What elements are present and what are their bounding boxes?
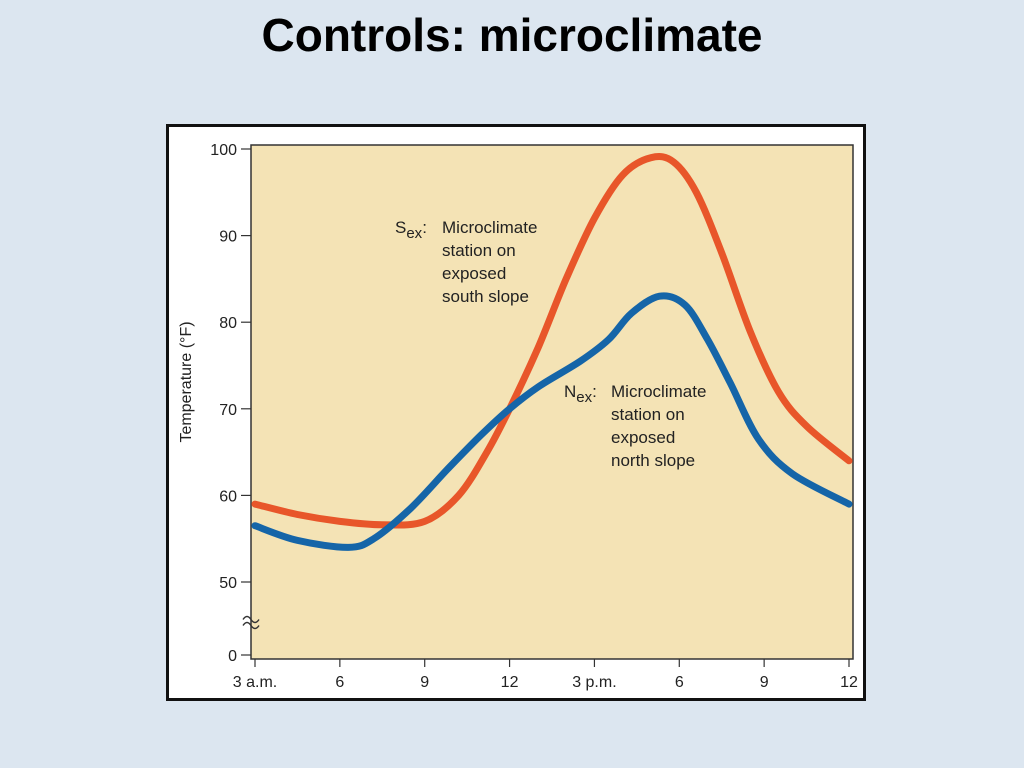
annotation-line: exposed	[442, 264, 506, 283]
annotation-symbol-main: N	[564, 382, 576, 401]
annotation-symbol-sep: :	[592, 382, 597, 401]
y-tick-label: 0	[228, 648, 237, 665]
axis-layer: 0 50 60 70 80 90 100 3 a.m. 6 9 12 3 p.m. 6 9 12	[210, 142, 858, 691]
annotation-layer: Sex: Microclimate station on exposed south s…	[395, 218, 706, 470]
x-tick-label: 6	[335, 674, 344, 691]
annotation-symbol-sub: ex	[406, 225, 422, 242]
y-axis-label: Temperature (°F)	[178, 321, 195, 442]
annotation-line: exposed	[611, 428, 675, 447]
figure-frame: 0 50 60 70 80 90 100 3 a.m. 6 9 12 3 p.m. 6 9 12 Sex: M…	[166, 124, 866, 701]
y-tick-label: 50	[219, 575, 237, 592]
x-tick-label: 3 a.m.	[233, 674, 277, 691]
annotation-symbol-main: S	[395, 218, 406, 237]
y-tick-label: 80	[219, 315, 237, 332]
plot-background	[250, 144, 854, 660]
annotation-sex: Sex: Microclimate station on exposed south s…	[395, 218, 537, 306]
y-tick-label: 60	[219, 488, 237, 505]
axis-break-stroke	[242, 615, 260, 624]
temperature-chart: 0 50 60 70 80 90 100 3 a.m. 6 9 12 3 p.m. 6 9 12 Sex: M…	[178, 142, 858, 691]
annotation-line: station on	[442, 241, 516, 260]
y-tick-label: 90	[219, 229, 237, 246]
annotation-symbol-sep: :	[422, 218, 427, 237]
annotation-nex: Nex: Microclimate station on exposed north s…	[564, 382, 706, 470]
annotation-symbol-sub: ex	[576, 389, 592, 406]
axis-break-icon	[242, 615, 260, 630]
series-line-nex	[251, 292, 853, 551]
annotation-line: south slope	[442, 287, 529, 306]
y-tick-label: 100	[210, 142, 237, 159]
x-tick-label: 3 p.m.	[572, 674, 616, 691]
y-tick-label: 70	[219, 402, 237, 419]
annotation-symbol: Nex:	[564, 382, 597, 406]
series-layer	[251, 153, 853, 551]
x-tick-label: 9	[760, 674, 769, 691]
annotation-line: Microclimate	[442, 218, 537, 237]
annotation-symbol: Sex:	[395, 218, 427, 242]
slide-title: Controls: microclimate	[261, 9, 763, 61]
x-tick-label: 12	[501, 674, 519, 691]
x-tick-label: 6	[675, 674, 684, 691]
axis-break-stroke	[242, 621, 260, 630]
x-tick-label: 12	[840, 674, 858, 691]
x-tick-label: 9	[420, 674, 429, 691]
annotation-line: north slope	[611, 451, 695, 470]
annotation-line: station on	[611, 405, 685, 424]
annotation-line: Microclimate	[611, 382, 706, 401]
